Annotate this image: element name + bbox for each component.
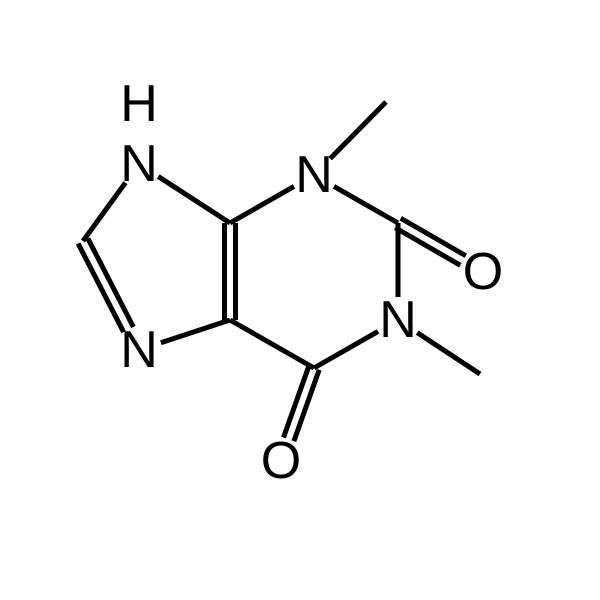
atom-label-H7: H <box>120 75 158 133</box>
atom-label-N9: N <box>120 321 158 379</box>
atom-label-N3: N <box>379 291 417 349</box>
atom-label-N1: N <box>295 146 333 204</box>
molecule-diagram: NNOONHN <box>0 0 600 600</box>
atom-label-O6: O <box>261 432 301 490</box>
atom-label-N7: N <box>120 135 158 193</box>
atom-label-O2: O <box>463 243 503 301</box>
